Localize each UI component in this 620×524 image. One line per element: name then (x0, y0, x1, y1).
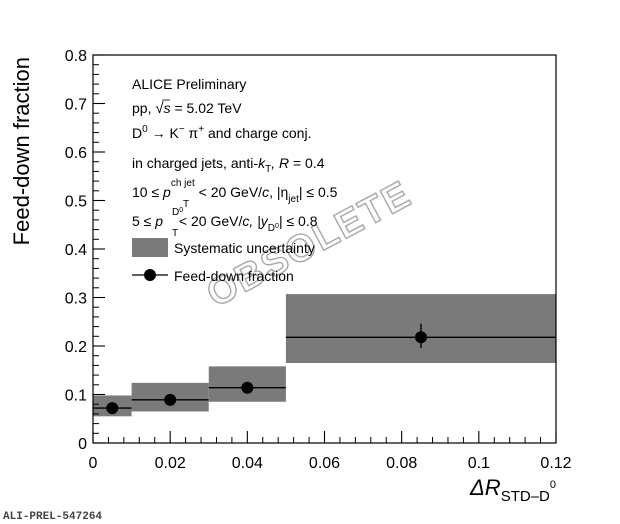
y-tick-label-7: 0.7 (65, 97, 87, 114)
data-point-2 (241, 381, 254, 394)
x-tick-label-0: 0 (89, 455, 98, 472)
y-tick-label-1: 0.1 (65, 388, 87, 405)
data-point-3 (414, 331, 427, 344)
x-tick-label-5: 0.1 (468, 455, 490, 472)
y-axis-title: Feed-down fraction (9, 57, 34, 245)
y-tick-label-8: 0.8 (65, 48, 87, 65)
annotation-alice-preliminary: ALICE Preliminary (132, 76, 246, 92)
x-tick-label-4: 0.08 (386, 455, 417, 472)
legend-sys-swatch (132, 238, 168, 257)
annotation-jet-pt-sub: T (183, 199, 189, 210)
legend-data-label: Feed-down fraction (174, 268, 294, 284)
annotation-block: ALICE Preliminary pp, √s = 5.02 TeV D0 →… (132, 76, 338, 239)
figure-id: ALI-PREL-547264 (3, 511, 102, 523)
legend-sys-label: Systematic uncertainty (174, 240, 315, 256)
y-tick-label-3: 0.3 (65, 291, 87, 308)
axes-layer: 0 0.02 0.04 0.06 0.08 0.1 0.12 0 0.1 0.2 0.3 0.4 0.5… (65, 48, 572, 472)
x-tick-label-1: 0.02 (155, 455, 186, 472)
y-tick-label-6: 0.6 (65, 145, 87, 162)
data-layer (93, 294, 556, 417)
annotation-decay: D0 → K− π+ and charge conj. (132, 124, 311, 141)
x-tick-label-3: 0.06 (309, 455, 340, 472)
annotation-d-pt: 5 ≤ p < 20 GeV/c, |yD0| ≤ 0.8 (132, 213, 318, 234)
x-tick-label-6: 0.12 (540, 455, 571, 472)
annotation-energy: pp, √s = 5.02 TeV (132, 100, 242, 117)
x-tick-label-2: 0.04 (232, 455, 263, 472)
y-tick-label-5: 0.5 (65, 194, 87, 211)
annotation-d-pt-sub: T (172, 228, 178, 239)
y-tick-label-0: 0 (78, 436, 87, 453)
annotation-d-pt-sup: D0 (172, 207, 183, 218)
x-axis-title: ΔRSTD–D0 (469, 475, 556, 505)
data-point-1 (164, 393, 177, 406)
y-tick-label-4: 0.4 (65, 242, 87, 259)
legend: Systematic uncertainty Feed-down fractio… (132, 238, 315, 284)
annotation-jet-pt: 10 ≤ pch jet < 20 GeV/c, |ηjet| ≤ 0.5 (132, 178, 338, 205)
y-tick-label-2: 0.2 (65, 339, 87, 356)
data-point-0 (106, 402, 119, 415)
annotation-jets: in charged jets, anti-kT, R = 0.4 (132, 155, 325, 175)
legend-data-marker (144, 269, 156, 281)
